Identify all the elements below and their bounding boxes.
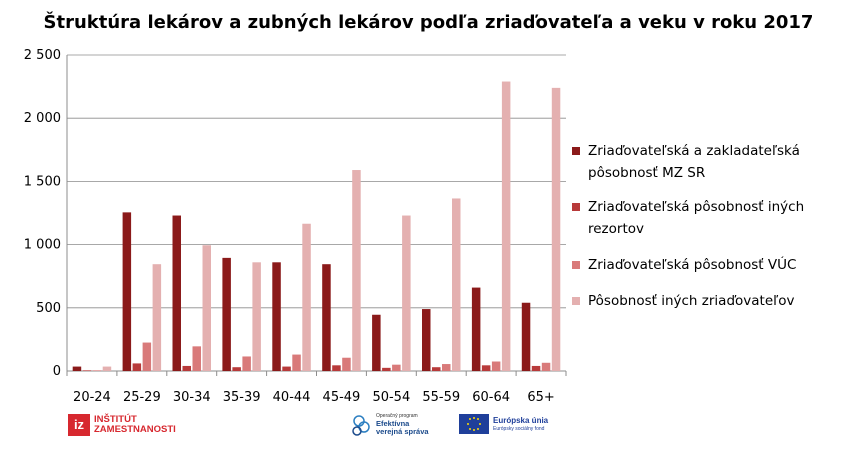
x-tick-label: 60-64 — [472, 390, 510, 405]
x-tick-label: 45-49 — [323, 390, 361, 405]
bar — [541, 362, 551, 371]
bar — [432, 367, 441, 371]
bar — [342, 357, 351, 371]
bar — [222, 257, 231, 371]
bar — [82, 370, 92, 371]
bar — [491, 361, 501, 371]
bar — [551, 87, 561, 371]
bar — [232, 367, 241, 371]
operacny-program-logo: Operačný program Efektívna verejná správ… — [350, 412, 460, 442]
eu-flag-icon — [459, 414, 489, 434]
legend-item-ini-zriadovatelia: Pôsobnosť iných zriaďovateľov — [572, 290, 857, 312]
bar — [152, 264, 162, 371]
bar — [471, 287, 481, 371]
bar — [202, 245, 211, 371]
legend-item-mz-sr: Zriaďovateľská a zakladateľská pôsobnosť… — [572, 140, 857, 184]
legend-swatch — [572, 297, 580, 305]
bar — [272, 262, 281, 371]
bar — [252, 262, 261, 371]
bar — [172, 215, 181, 371]
bar — [402, 215, 411, 371]
y-tick-label: 1 500 — [24, 174, 61, 189]
bar — [92, 370, 102, 371]
bar — [142, 342, 152, 371]
bar — [322, 264, 331, 371]
bar — [332, 365, 341, 371]
legend-item-ine-rezorty: Zriaďovateľská pôsobnosť iných rezortov — [572, 196, 857, 240]
oper-program-caption: Operačný program — [376, 413, 418, 419]
legend: Zriaďovateľská a zakladateľská pôsobnosť… — [572, 140, 857, 324]
bar — [521, 302, 531, 371]
bar — [122, 212, 132, 371]
legend-label: Zriaďovateľská a zakladateľská — [588, 143, 800, 159]
x-tick-label: 25-29 — [123, 390, 161, 405]
oper-program-icon — [352, 415, 370, 436]
bar — [531, 365, 541, 371]
legend-label: Pôsobnosť iných zriaďovateľov — [588, 293, 795, 309]
x-tick-label: 30-34 — [173, 390, 211, 405]
bar — [192, 346, 201, 371]
bar — [392, 364, 401, 371]
bar — [481, 365, 491, 371]
legend-label: Zriaďovateľská pôsobnosť VÚC — [588, 257, 797, 273]
institut-zamestnanosti-logo: iz INŠTITÚT ZAMESTNANOSTI — [68, 414, 188, 440]
eu-logo-subtitle: Európsky sociálny fond — [493, 426, 545, 432]
x-tick-label: 50-54 — [372, 390, 410, 405]
bar — [382, 367, 391, 371]
legend-swatch — [572, 203, 580, 211]
bar — [302, 223, 311, 371]
iz-logo-text: INŠTITÚT ZAMESTNANOSTI — [94, 415, 176, 435]
legend-swatch — [572, 261, 580, 269]
eu-logo: Európska únia Európsky sociálny fond — [459, 414, 569, 440]
y-tick-label: 1 000 — [24, 238, 61, 253]
y-tick-label: 2 000 — [24, 111, 61, 126]
oper-program-name: Efektívna verejná správa — [376, 420, 429, 436]
x-tick-label: 65+ — [527, 390, 554, 405]
x-tick-label: 55-59 — [422, 390, 460, 405]
bar — [422, 309, 431, 371]
bar — [72, 366, 82, 371]
bar — [132, 363, 142, 371]
legend-label: pôsobnosť MZ SR — [588, 165, 706, 181]
chart-title: Štruktúra lekárov a zubných lekárov podľ… — [43, 12, 814, 33]
y-tick-label: 0 — [53, 364, 61, 379]
bar — [182, 365, 191, 371]
iz-logo-line: INŠTITÚT — [94, 414, 137, 425]
bar — [452, 198, 461, 371]
bar — [282, 366, 291, 371]
x-tick-label: 35-39 — [223, 390, 261, 405]
legend-item-vuc: Zriaďovateľská pôsobnosť VÚC — [572, 254, 857, 276]
bar — [501, 81, 511, 371]
y-tick-label: 2 500 — [24, 48, 61, 63]
bar — [292, 354, 301, 371]
oper-program-line: verejná správa — [376, 427, 429, 436]
oper-program-line: Efektívna — [376, 419, 410, 428]
y-tick-label: 500 — [36, 301, 61, 316]
x-tick-label: 20-24 — [73, 390, 111, 405]
bar-chart: 0 500 1 000 1 500 2 000 2 500 20-24 25-29 30-34 3… — [24, 48, 567, 405]
bar — [242, 356, 251, 371]
legend-label: Zriaďovateľská pôsobnosť iných rezortov — [588, 199, 805, 237]
bar — [102, 366, 112, 371]
bar — [442, 364, 451, 371]
bar — [372, 314, 381, 371]
iz-logo-line: ZAMESTNANOSTI — [94, 424, 176, 435]
legend-swatch — [572, 147, 580, 155]
x-tick-label: 40-44 — [273, 390, 311, 405]
bar — [352, 170, 361, 371]
eu-logo-title: Európska únia — [493, 416, 549, 425]
iz-logo-mark: iz — [68, 414, 90, 436]
